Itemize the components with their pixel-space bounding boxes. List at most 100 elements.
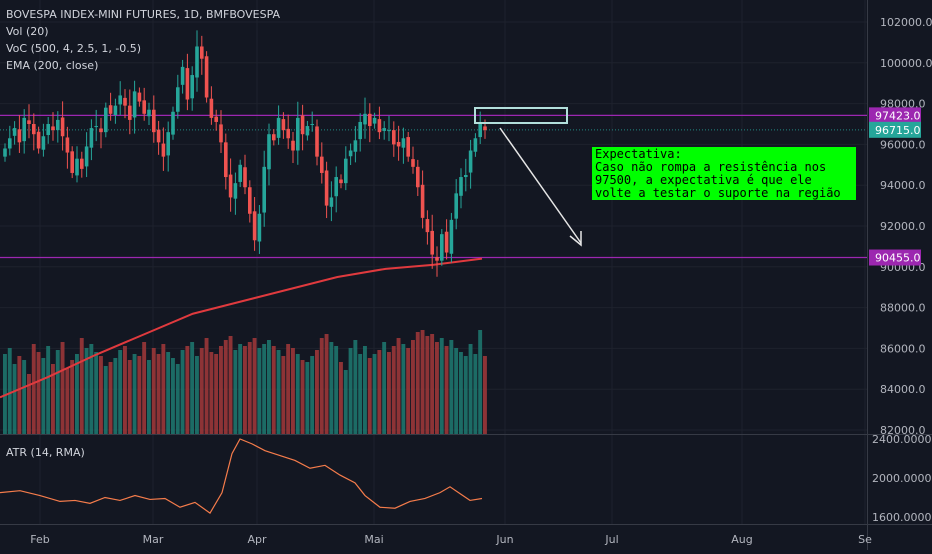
candle-body[interactable] — [219, 124, 223, 143]
candle-body[interactable] — [396, 141, 401, 147]
candle-body[interactable] — [70, 151, 74, 173]
indicator-vol[interactable]: Vol (20) — [6, 25, 49, 38]
candle-body[interactable] — [449, 219, 454, 254]
candle-body[interactable] — [368, 113, 372, 127]
candle-body[interactable] — [344, 158, 348, 184]
candle-body[interactable] — [257, 213, 262, 242]
candle-body[interactable] — [444, 231, 449, 253]
candle-body[interactable] — [320, 156, 324, 173]
candle-body[interactable] — [128, 105, 132, 120]
candle-body[interactable] — [310, 124, 314, 125]
candle-body[interactable] — [372, 117, 377, 124]
candle-body[interactable] — [209, 98, 214, 118]
candle-body[interactable] — [353, 140, 358, 152]
candle-body[interactable] — [147, 109, 151, 117]
candle-body[interactable] — [272, 134, 276, 141]
candle-body[interactable] — [75, 158, 79, 176]
candle-body[interactable] — [324, 170, 329, 206]
candle-body[interactable] — [267, 134, 271, 170]
candle-body[interactable] — [363, 113, 367, 125]
annotation-callout[interactable]: Expectativa: Caso não rompa a resistênci… — [592, 147, 856, 200]
candle-body[interactable] — [80, 158, 84, 169]
candle-body[interactable] — [185, 68, 190, 100]
candle-body[interactable] — [454, 193, 458, 219]
candle-body[interactable] — [190, 75, 194, 99]
candle-body[interactable] — [276, 117, 281, 138]
candle-body[interactable] — [339, 179, 343, 184]
candle-body[interactable] — [152, 109, 156, 133]
candle-body[interactable] — [464, 175, 468, 178]
candle-body[interactable] — [425, 219, 430, 233]
candle-body[interactable] — [123, 97, 127, 106]
candle-body[interactable] — [46, 124, 50, 136]
candle-body[interactable] — [334, 177, 338, 197]
candle-body[interactable] — [27, 120, 31, 124]
atr-line[interactable] — [0, 438, 483, 514]
candle-body[interactable] — [238, 164, 242, 182]
candle-body[interactable] — [171, 111, 175, 135]
indicator-ema[interactable]: EMA (200, close) — [6, 59, 99, 72]
candle-body[interactable] — [305, 126, 310, 136]
candle-body[interactable] — [262, 166, 266, 213]
candle-body[interactable] — [392, 130, 396, 145]
candle-body[interactable] — [94, 126, 98, 128]
candle-body[interactable] — [118, 95, 122, 105]
candle-body[interactable] — [459, 177, 463, 196]
candle-body[interactable] — [108, 105, 113, 114]
candle-body[interactable] — [22, 117, 26, 142]
candle-body[interactable] — [166, 132, 170, 156]
candle-body[interactable] — [420, 184, 425, 218]
candle-body[interactable] — [430, 230, 434, 255]
candle-body[interactable] — [41, 136, 46, 150]
candle-body[interactable] — [12, 128, 17, 136]
candle-body[interactable] — [473, 138, 478, 152]
candle-body[interactable] — [204, 56, 209, 98]
candle-body[interactable] — [281, 119, 286, 131]
candle-body[interactable] — [483, 126, 487, 131]
ema-200-line[interactable] — [0, 257, 483, 399]
candle-body[interactable] — [142, 100, 146, 114]
candle-body[interactable] — [300, 115, 305, 135]
candle-body[interactable] — [329, 197, 334, 207]
indicator-voc[interactable]: VoC (500, 4, 2.5, 1, -0.5) — [6, 42, 142, 55]
candle-body[interactable] — [113, 105, 118, 116]
candle-body[interactable] — [60, 117, 65, 137]
candle-body[interactable] — [156, 129, 161, 143]
candle-body[interactable] — [56, 119, 60, 131]
candle-body[interactable] — [3, 148, 7, 157]
candle-body[interactable] — [440, 234, 444, 261]
candle-body[interactable] — [252, 211, 257, 241]
candle-body[interactable] — [137, 92, 142, 102]
candle-body[interactable] — [65, 137, 70, 153]
candle-body[interactable] — [315, 126, 319, 157]
candle-body[interactable] — [224, 142, 228, 178]
candle-body[interactable] — [161, 143, 166, 157]
candle-body[interactable] — [84, 146, 89, 167]
candle-body[interactable] — [286, 128, 290, 139]
candle-body[interactable] — [51, 126, 55, 131]
candle-body[interactable] — [411, 159, 415, 167]
candle-body[interactable] — [8, 138, 12, 149]
candle-body[interactable] — [228, 174, 233, 198]
candle-body[interactable] — [435, 257, 439, 261]
candle-body[interactable] — [214, 116, 218, 122]
resistance-zone-box[interactable] — [474, 107, 568, 124]
candle-body[interactable] — [416, 166, 420, 188]
candle-body[interactable] — [248, 187, 252, 214]
candle-body[interactable] — [180, 66, 185, 85]
candle-body[interactable] — [377, 119, 382, 133]
candle-body[interactable] — [17, 129, 22, 143]
candle-body[interactable] — [296, 117, 300, 151]
candle-body[interactable] — [358, 121, 362, 140]
candle-body[interactable] — [468, 150, 473, 173]
candle-body[interactable] — [99, 128, 103, 133]
projection-arrow[interactable] — [499, 127, 582, 244]
candle-body[interactable] — [176, 87, 180, 112]
candle-body[interactable] — [382, 128, 386, 131]
candle-body[interactable] — [243, 167, 247, 188]
candle-body[interactable] — [104, 107, 108, 133]
candle-body[interactable] — [478, 124, 482, 138]
candle-body[interactable] — [200, 46, 204, 59]
candle-body[interactable] — [89, 128, 94, 148]
